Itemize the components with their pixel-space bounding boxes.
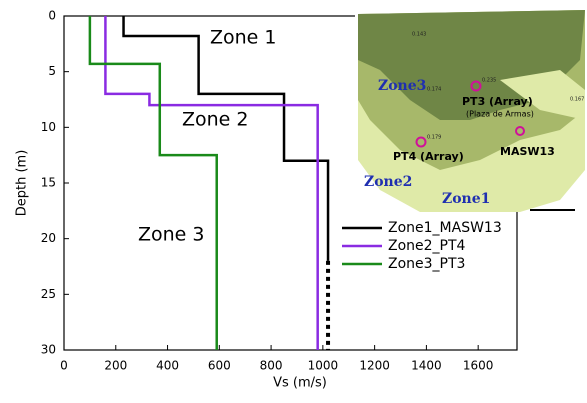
y-tick-label: 25 xyxy=(41,287,56,301)
x-tick-label: 1200 xyxy=(359,359,390,373)
map-value: 0.167 xyxy=(570,97,584,103)
legend-label: Zone1_MASW13 xyxy=(388,220,502,236)
map-value: 0.179 xyxy=(427,135,441,141)
map-label: (Plaza de Armas) xyxy=(466,110,534,119)
profile-line xyxy=(105,16,317,350)
x-tick-label: 1000 xyxy=(308,359,339,373)
legend-label: Zone3_PT3 xyxy=(388,256,465,272)
legend: Zone1_MASW13 Zone2_PT4 Zone3_PT3 xyxy=(338,218,502,274)
y-tick-label: 0 xyxy=(48,9,56,23)
map-label: Zone2 xyxy=(364,174,412,190)
map-label: PT3 (Array) xyxy=(462,95,533,108)
x-tick-label: 200 xyxy=(104,359,127,373)
x-tick-label: 1600 xyxy=(463,359,494,373)
legend-label: Zone2_PT4 xyxy=(388,238,466,254)
map-value: 0.174 xyxy=(427,87,441,93)
annotation: Zone 2 xyxy=(182,109,249,131)
chart: 0 200 400 600 800 1000 1200 1400 1600 0 5 10 15 20 25 3… xyxy=(0,0,587,399)
x-tick-label: 600 xyxy=(208,359,231,373)
y-tick-label: 10 xyxy=(41,120,56,134)
x-tick-label: 0 xyxy=(60,359,68,373)
annotation: Zone 1 xyxy=(210,27,277,49)
y-axis-label: Depth (m) xyxy=(15,150,30,217)
map-label: Zone1 xyxy=(442,191,490,207)
y-tick-label: 15 xyxy=(41,176,56,190)
map-label: MASW13 xyxy=(500,145,555,158)
map-value: 0.143 xyxy=(412,32,426,38)
y-tick-label: 5 xyxy=(48,64,56,78)
x-tick-label: 1400 xyxy=(411,359,442,373)
x-tick-label: 800 xyxy=(260,359,283,373)
annotation: Zone 3 xyxy=(138,224,205,246)
map-label: PT4 (Array) xyxy=(393,150,464,163)
y-tick-label: 20 xyxy=(41,231,56,245)
x-axis-label: Vs (m/s) xyxy=(273,376,327,391)
map-value: 0.235 xyxy=(482,78,496,84)
x-tick-label: 400 xyxy=(156,359,179,373)
y-tick-label: 30 xyxy=(41,343,56,357)
map-label: Zone3 xyxy=(378,78,426,94)
inset-map: Zone3 Zone2 Zone1 PT3 (Array) (Plaza de … xyxy=(355,10,585,212)
